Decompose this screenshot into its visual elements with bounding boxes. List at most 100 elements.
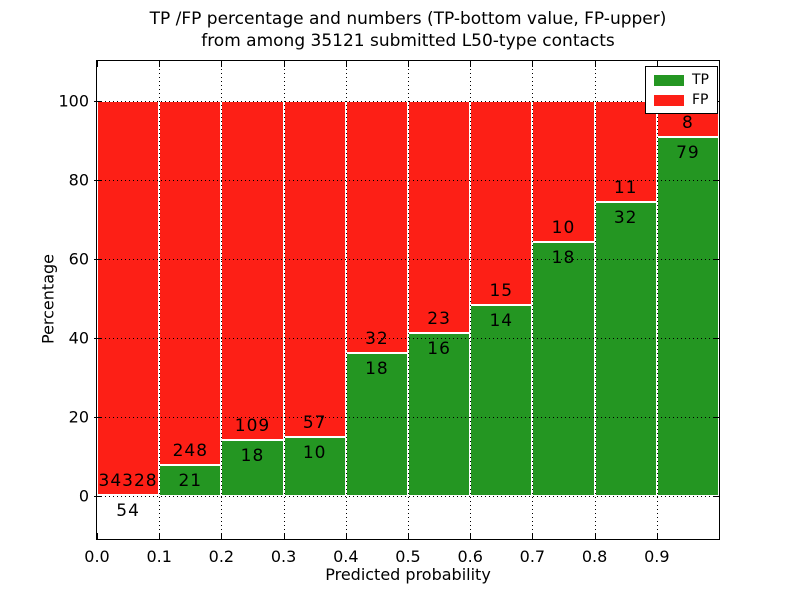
fp-count-label: 57 (302, 412, 327, 433)
bar-fp-segment (159, 100, 222, 465)
fp-count-label: 8 (681, 112, 694, 133)
x-gridline (159, 61, 161, 539)
x-tick-mark (594, 533, 596, 539)
fp-count-label: 34328 (98, 470, 158, 491)
x-tick-label: 0.0 (84, 547, 110, 566)
fp-count-label: 10 (551, 217, 576, 238)
legend-label-fp: FP (692, 92, 709, 108)
y-tick-mark (713, 495, 719, 497)
x-tick-label: 0.8 (581, 547, 608, 566)
y-tick-mark (94, 416, 102, 418)
tp-count-label: 21 (178, 470, 203, 491)
x-tick-mark (532, 533, 534, 539)
x-tick-label: 0.3 (270, 547, 297, 566)
legend-label-tp: TP (692, 72, 709, 88)
bar-tp-segment (470, 304, 533, 496)
bar-fp-segment (470, 100, 533, 305)
x-tick-mark (97, 61, 98, 67)
x-tick-mark (221, 61, 223, 67)
x-tick-label: 0.6 (457, 547, 483, 566)
chart-title-line1: TP /FP percentage and numbers (TP-bottom… (149, 9, 667, 29)
x-tick-mark (283, 533, 285, 539)
fp-count-label: 15 (489, 280, 514, 301)
x-tick-mark (283, 61, 285, 67)
y-tick-mark (94, 100, 102, 102)
bar-tp-segment (221, 439, 284, 496)
x-gridline (470, 61, 472, 539)
x-tick-mark (408, 533, 409, 539)
legend-item-fp: FP (654, 93, 709, 107)
y-tick-label: 20 (68, 407, 89, 427)
tp-count-label: 14 (489, 310, 514, 331)
tp-count-label: 32 (613, 207, 638, 228)
x-gridline (345, 61, 347, 539)
fp-count-label: 11 (613, 177, 638, 198)
bar-fp-segment (97, 100, 160, 495)
x-tick-mark (159, 533, 161, 539)
tp-count-label: 18 (240, 445, 265, 466)
bar-fp-segment (345, 100, 408, 354)
x-tick-mark (97, 533, 98, 539)
bar-tp-segment (97, 494, 160, 496)
bar-tp-segment (345, 353, 408, 496)
x-tick-mark (345, 533, 347, 539)
y-tick-mark (94, 495, 102, 497)
x-tick-mark (470, 61, 472, 67)
x-gridline (532, 61, 534, 539)
bar-tp-segment (283, 436, 346, 496)
bar-fp-segment (408, 100, 471, 334)
y-tick-mark (713, 416, 719, 418)
x-tick-mark (532, 61, 534, 67)
x-gridline (221, 61, 223, 539)
bar-tp-segment (656, 136, 719, 496)
chart-title: TP /FP percentage and numbers (TP-bottom… (88, 8, 728, 52)
y-tick-label: 60 (68, 249, 89, 269)
fp-count-label: 109 (234, 415, 271, 436)
x-gridline (656, 61, 658, 539)
y-tick-label: 100 (58, 91, 89, 111)
chart-title-line2: from among 35121 submitted L50-type cont… (201, 31, 615, 51)
bar-tp-segment (159, 464, 222, 496)
y-tick-mark (713, 337, 719, 339)
y-tick-mark (713, 258, 719, 260)
x-gridline (594, 61, 596, 539)
legend: TP FP (645, 66, 718, 114)
x-axis-label: Predicted probability (325, 565, 491, 584)
tp-count-label: 79 (676, 142, 700, 163)
x-tick-mark (345, 61, 347, 67)
y-tick-label: 80 (68, 170, 89, 190)
bar-tp-segment (532, 241, 595, 496)
bar-tp-segment (594, 201, 657, 496)
tp-count-label: 18 (551, 247, 576, 268)
y-tick-mark (94, 337, 102, 339)
y-tick-label: 40 (68, 328, 89, 348)
x-tick-mark (221, 533, 223, 539)
bar-fp-segment (594, 100, 657, 202)
bar-fp-segment (221, 100, 284, 440)
x-tick-label: 0.9 (644, 547, 670, 566)
tp-color-swatch (654, 74, 684, 86)
plot-area: 34328 54 248 21 109 18 57 10 32 18 23 16 15 14 10 18 11 3… (58, 60, 720, 566)
x-tick-label: 0.1 (146, 547, 172, 566)
x-tick-mark (594, 61, 596, 67)
tp-count-label: 18 (365, 359, 389, 380)
fp-color-swatch (654, 94, 684, 106)
fp-count-label: 248 (172, 440, 209, 461)
y-tick-mark (713, 179, 719, 181)
tp-count-label: 54 (116, 500, 140, 521)
fp-count-label: 32 (365, 329, 389, 350)
x-tick-mark (470, 533, 472, 539)
tp-count-label: 16 (427, 339, 451, 360)
x-tick-mark (408, 61, 409, 67)
bar-tp-segment (408, 333, 471, 496)
y-tick-mark (94, 258, 102, 260)
legend-item-tp: TP (654, 73, 709, 87)
x-gridline (283, 61, 285, 539)
x-tick-label: 0.4 (333, 547, 359, 566)
x-tick-mark (656, 61, 658, 67)
fp-count-label: 23 (427, 309, 451, 330)
x-gridline (408, 61, 409, 539)
x-tick-mark (656, 533, 658, 539)
y-tick-label: 0 (78, 486, 89, 506)
